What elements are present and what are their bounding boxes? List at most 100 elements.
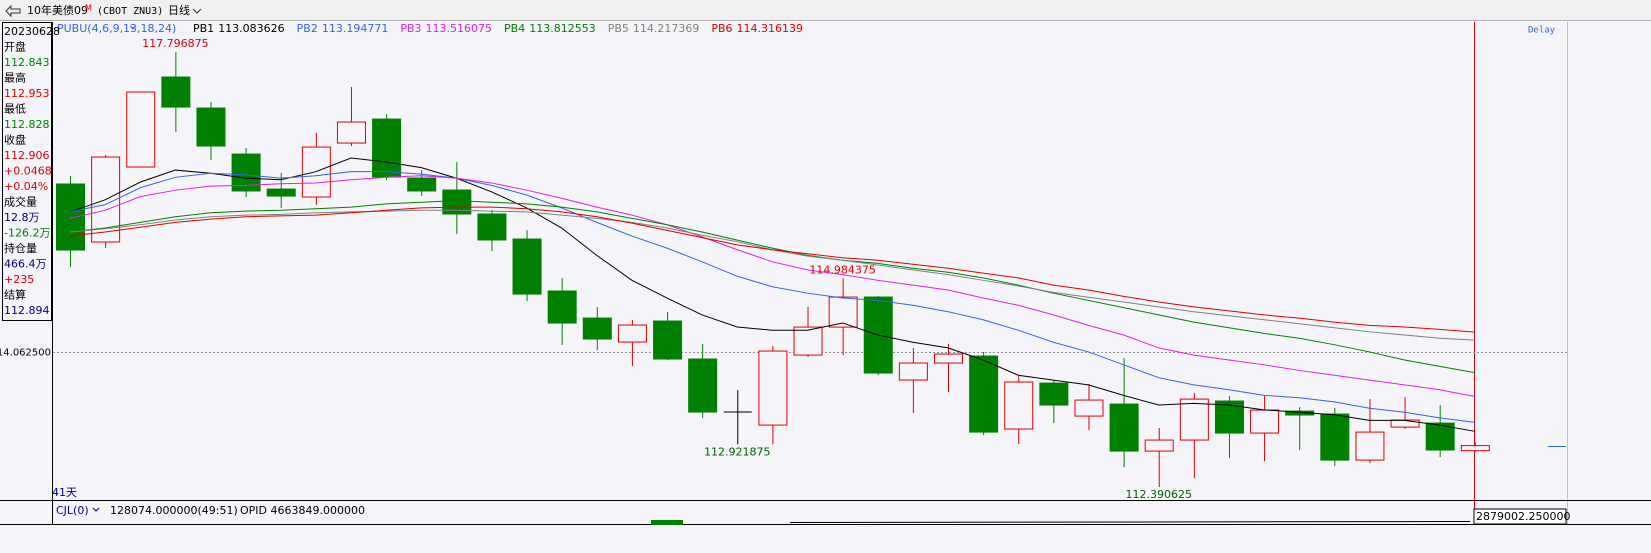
info-text: 20230628 <box>4 25 60 38</box>
candle-body <box>372 118 402 178</box>
candle-body <box>1390 419 1420 428</box>
legend: PB1 113.083626 PB2 113.194771 PB3 113.516075 P… <box>193 22 803 35</box>
info-text: 最高 <box>4 71 26 85</box>
candle-body <box>1179 398 1209 441</box>
legend-name: PB6 <box>711 22 732 35</box>
candle-body <box>688 358 718 413</box>
info-text: 结算 <box>4 288 26 302</box>
candle-body <box>266 188 296 197</box>
candle-body <box>617 324 647 343</box>
info-text: 112.843 <box>4 56 50 69</box>
sub-value: 128074.000000(49:51) <box>110 504 238 517</box>
info-text: -126.2万 <box>4 227 50 240</box>
period-dropdown[interactable] <box>192 8 202 14</box>
candle-body <box>1074 399 1104 417</box>
ma-line <box>69 171 1475 423</box>
legend-value: 114.316139 <box>737 22 803 35</box>
candle-body <box>969 355 999 433</box>
legend-name: PB3 <box>400 22 421 35</box>
volume-line <box>789 521 1471 523</box>
symbol[interactable]: 10年美债09 <box>27 3 88 17</box>
candle-body <box>442 189 472 215</box>
y-tick-label: 114.062500 <box>0 348 51 359</box>
candle-body <box>301 146 331 198</box>
info-text: 开盘 <box>4 40 26 54</box>
candle-body <box>1250 409 1280 434</box>
candle-body <box>793 326 823 356</box>
candle-body <box>1425 422 1455 451</box>
candle-body <box>758 350 788 426</box>
info-text: +235 <box>4 273 34 286</box>
sub-axis-label: 2879002.250000 <box>1476 510 1570 523</box>
candle-body <box>126 91 156 168</box>
info-text: 466.4万 <box>4 258 47 271</box>
symbol-code: (CBOT ZNU3) <box>97 6 163 17</box>
candle-body <box>582 317 612 340</box>
ma-line <box>69 200 1475 374</box>
candle-body <box>1144 439 1174 452</box>
legend-name: PB5 <box>608 22 629 35</box>
candle-body <box>407 177 437 192</box>
candle-body <box>336 121 366 144</box>
info-text: +0.0468 <box>4 165 52 178</box>
delay-label: Delay <box>1528 26 1556 36</box>
back-icon[interactable] <box>5 4 21 18</box>
candle-body <box>477 213 507 241</box>
candle-body <box>1004 381 1034 430</box>
legend-name: PB1 <box>193 22 214 35</box>
candle-body <box>1460 445 1490 452</box>
symbol-flag: M <box>85 4 92 13</box>
info-text: 112.828 <box>4 118 50 131</box>
legend-value: 113.194771 <box>322 22 388 35</box>
info-text: 持仓量 <box>4 241 37 255</box>
candle-body <box>56 183 85 251</box>
sub-indicator[interactable]: CJL(0) <box>56 504 89 517</box>
candle-body <box>1109 403 1139 452</box>
volume-bar <box>651 520 683 525</box>
candle-body <box>1355 431 1385 461</box>
info-text: 12.8万 <box>4 211 40 224</box>
sub-dropdown[interactable] <box>92 507 100 512</box>
legend-value: 113.083626 <box>218 22 284 35</box>
axis-box <box>1473 508 1567 525</box>
day-count: 41天 <box>52 486 77 499</box>
ma-line <box>69 206 1475 333</box>
candle-body <box>934 353 963 364</box>
extreme-label: 114.984375 <box>809 263 875 276</box>
legend-name: PB2 <box>297 22 318 35</box>
info-text: 112.953 <box>4 87 50 100</box>
ma-line <box>69 157 1475 432</box>
indicator-dropdown[interactable] <box>129 25 137 30</box>
opid-value: OPID 4663849.000000 <box>240 504 365 517</box>
info-text: 成交量 <box>4 195 37 209</box>
legend-value: 114.217369 <box>633 22 699 35</box>
candle-body <box>1039 382 1069 406</box>
info-text: 112.894 <box>4 304 50 317</box>
info-text: 112.906 <box>4 149 50 162</box>
candle-body <box>898 362 928 381</box>
candle-body <box>547 290 577 324</box>
legend-name: PB4 <box>504 22 525 35</box>
candle-body <box>1320 413 1350 461</box>
extreme-label: 112.390625 <box>1125 488 1191 501</box>
info-panel <box>2 22 52 321</box>
candle-body <box>196 107 226 147</box>
ma-line <box>69 175 1475 397</box>
toolbar <box>0 0 1651 20</box>
period-selector[interactable]: 日线 <box>168 3 190 17</box>
info-text: 收盘 <box>4 133 26 147</box>
legend-value: 113.812553 <box>529 22 595 35</box>
candle-body <box>1214 400 1244 434</box>
candle-body <box>828 296 858 328</box>
candle-body <box>512 238 542 295</box>
info-text: +0.04% <box>4 180 48 193</box>
candle-body <box>161 76 191 108</box>
info-text: 最低 <box>4 103 26 116</box>
legend-value: 113.516075 <box>426 22 492 35</box>
extreme-label: 112.921875 <box>704 445 770 458</box>
indicator-name[interactable]: PUBU(4,6,9,13,18,24) <box>57 22 176 35</box>
extreme-label: 117.796875 <box>142 37 208 50</box>
